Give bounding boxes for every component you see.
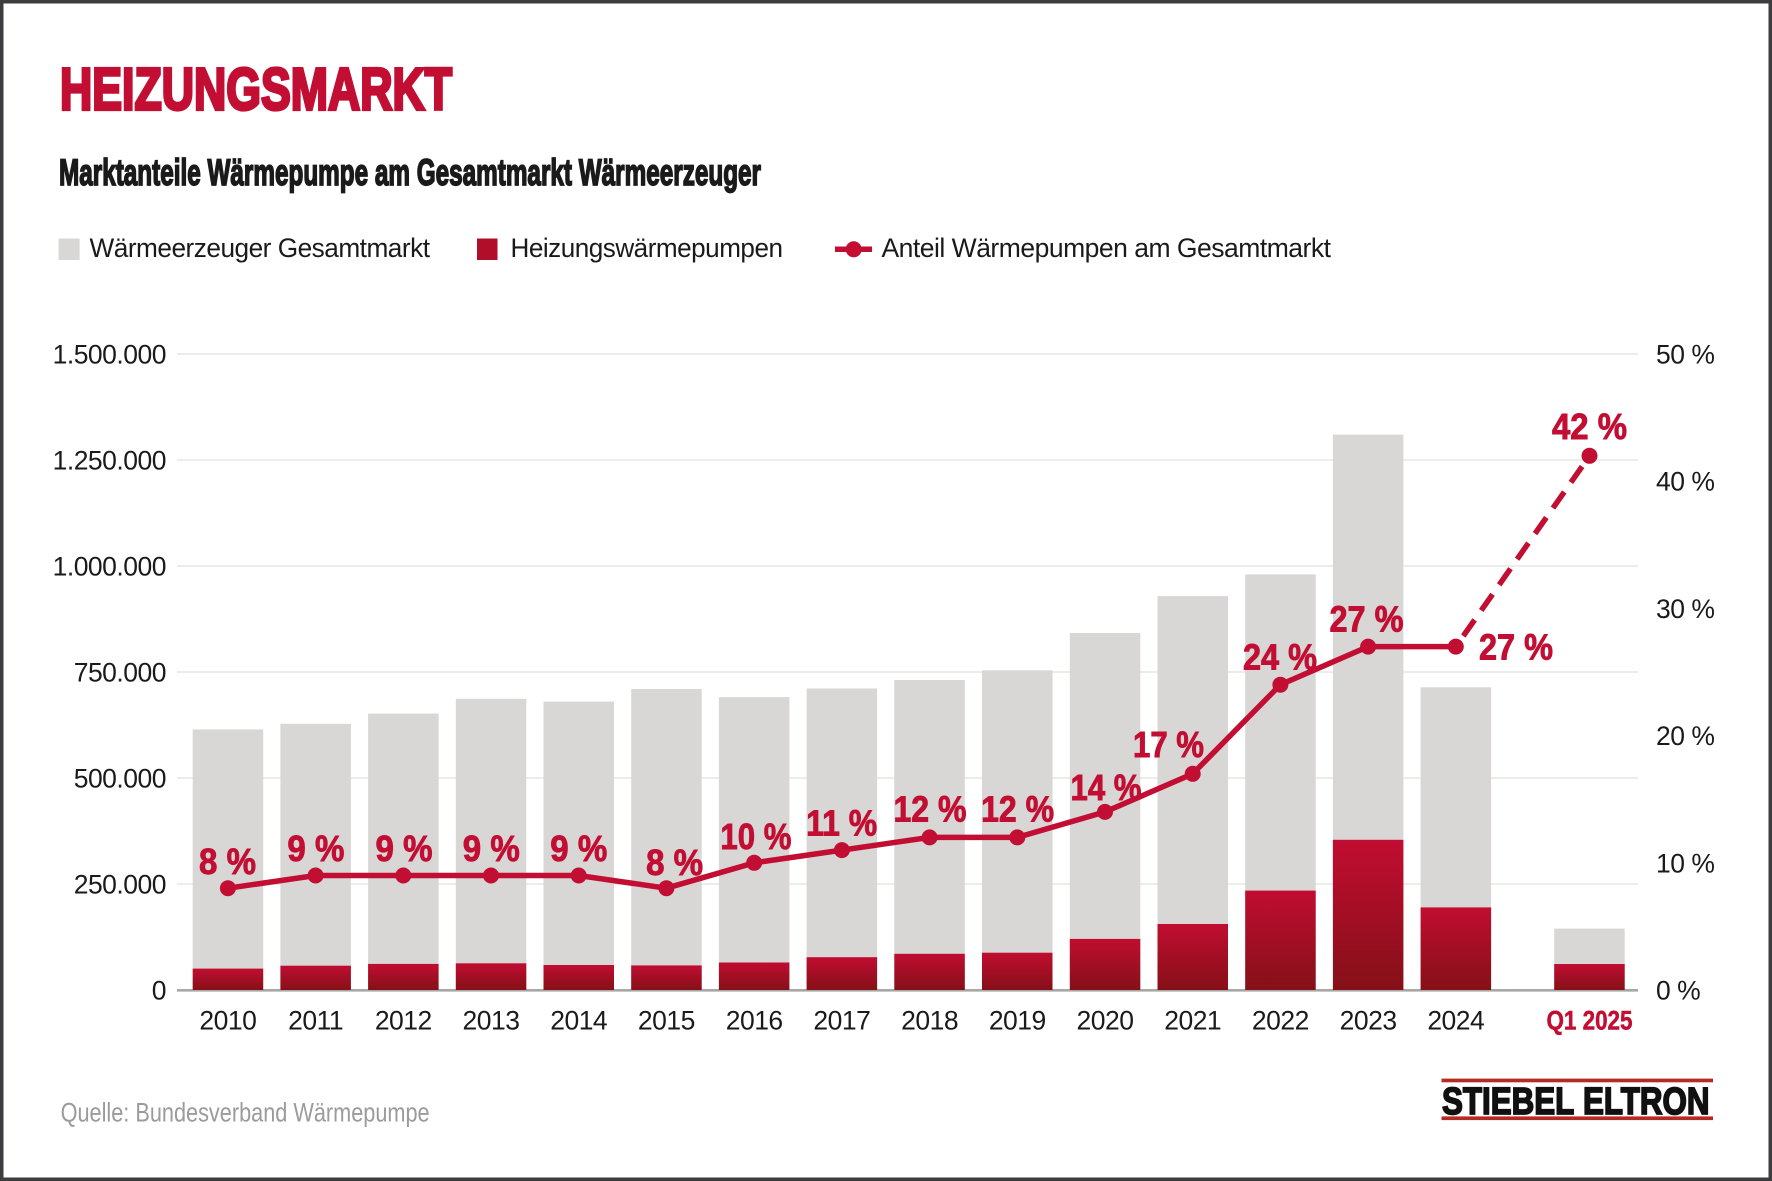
svg-text:40 %: 40 % <box>1656 467 1714 497</box>
svg-text:250.000: 250.000 <box>74 870 166 900</box>
svg-text:2016: 2016 <box>726 1006 783 1036</box>
svg-text:9 %: 9 % <box>550 828 607 869</box>
svg-text:10 %: 10 % <box>1656 848 1714 878</box>
svg-text:2022: 2022 <box>1252 1006 1309 1036</box>
svg-text:14 %: 14 % <box>1071 767 1142 808</box>
svg-text:2020: 2020 <box>1077 1006 1134 1036</box>
svg-text:2015: 2015 <box>638 1006 695 1036</box>
svg-text:27 %: 27 % <box>1330 599 1404 640</box>
svg-text:8 %: 8 % <box>646 842 703 883</box>
svg-text:20 %: 20 % <box>1656 721 1714 751</box>
svg-text:750.000: 750.000 <box>74 658 166 688</box>
svg-text:42 %: 42 % <box>1552 406 1627 447</box>
svg-text:2011: 2011 <box>288 1006 343 1036</box>
svg-text:2010: 2010 <box>199 1006 256 1036</box>
svg-text:Wärmeerzeuger Gesamtmarkt: Wärmeerzeuger Gesamtmarkt <box>90 233 431 263</box>
svg-text:12 %: 12 % <box>894 789 967 830</box>
svg-text:2018: 2018 <box>901 1006 958 1036</box>
svg-text:1.000.000: 1.000.000 <box>53 552 166 582</box>
svg-text:9 %: 9 % <box>287 828 344 869</box>
svg-text:2012: 2012 <box>375 1006 432 1036</box>
svg-text:17 %: 17 % <box>1133 724 1204 765</box>
svg-text:9 %: 9 % <box>376 828 433 869</box>
svg-text:2023: 2023 <box>1340 1006 1397 1036</box>
svg-text:2019: 2019 <box>989 1006 1046 1036</box>
svg-text:Quelle: Bundesverband Wärmepum: Quelle: Bundesverband Wärmepumpe <box>61 1098 430 1128</box>
svg-text:Q1 2025: Q1 2025 <box>1547 1006 1633 1036</box>
svg-text:24 %: 24 % <box>1243 637 1317 678</box>
svg-text:30 %: 30 % <box>1656 594 1714 624</box>
svg-text:2013: 2013 <box>463 1006 520 1036</box>
svg-text:12 %: 12 % <box>981 789 1054 830</box>
svg-text:0 %: 0 % <box>1656 976 1700 1006</box>
svg-text:HEIZUNGSMARKT: HEIZUNGSMARKT <box>60 56 452 122</box>
svg-text:1.250.000: 1.250.000 <box>53 446 166 476</box>
svg-text:9 %: 9 % <box>463 828 520 869</box>
svg-text:2021: 2021 <box>1164 1006 1221 1036</box>
svg-text:500.000: 500.000 <box>74 764 166 794</box>
svg-text:Anteil Wärmepumpen am Gesamtma: Anteil Wärmepumpen am Gesamtmarkt <box>882 233 1332 263</box>
svg-text:2024: 2024 <box>1427 1006 1484 1036</box>
svg-text:Heizungswärmepumpen: Heizungswärmepumpen <box>511 233 783 263</box>
svg-text:2014: 2014 <box>550 1006 607 1036</box>
svg-text:8 %: 8 % <box>199 841 256 882</box>
svg-text:11 %: 11 % <box>806 803 877 844</box>
svg-text:1.500.000: 1.500.000 <box>53 340 166 370</box>
svg-text:0: 0 <box>152 976 166 1006</box>
svg-text:Marktanteile Wärmepumpe am Ges: Marktanteile Wärmepumpe am Gesamtmarkt W… <box>59 151 761 193</box>
svg-text:10 %: 10 % <box>720 816 791 857</box>
svg-text:2017: 2017 <box>813 1006 870 1036</box>
svg-text:27 %: 27 % <box>1479 627 1553 668</box>
svg-text:50 %: 50 % <box>1656 340 1714 370</box>
